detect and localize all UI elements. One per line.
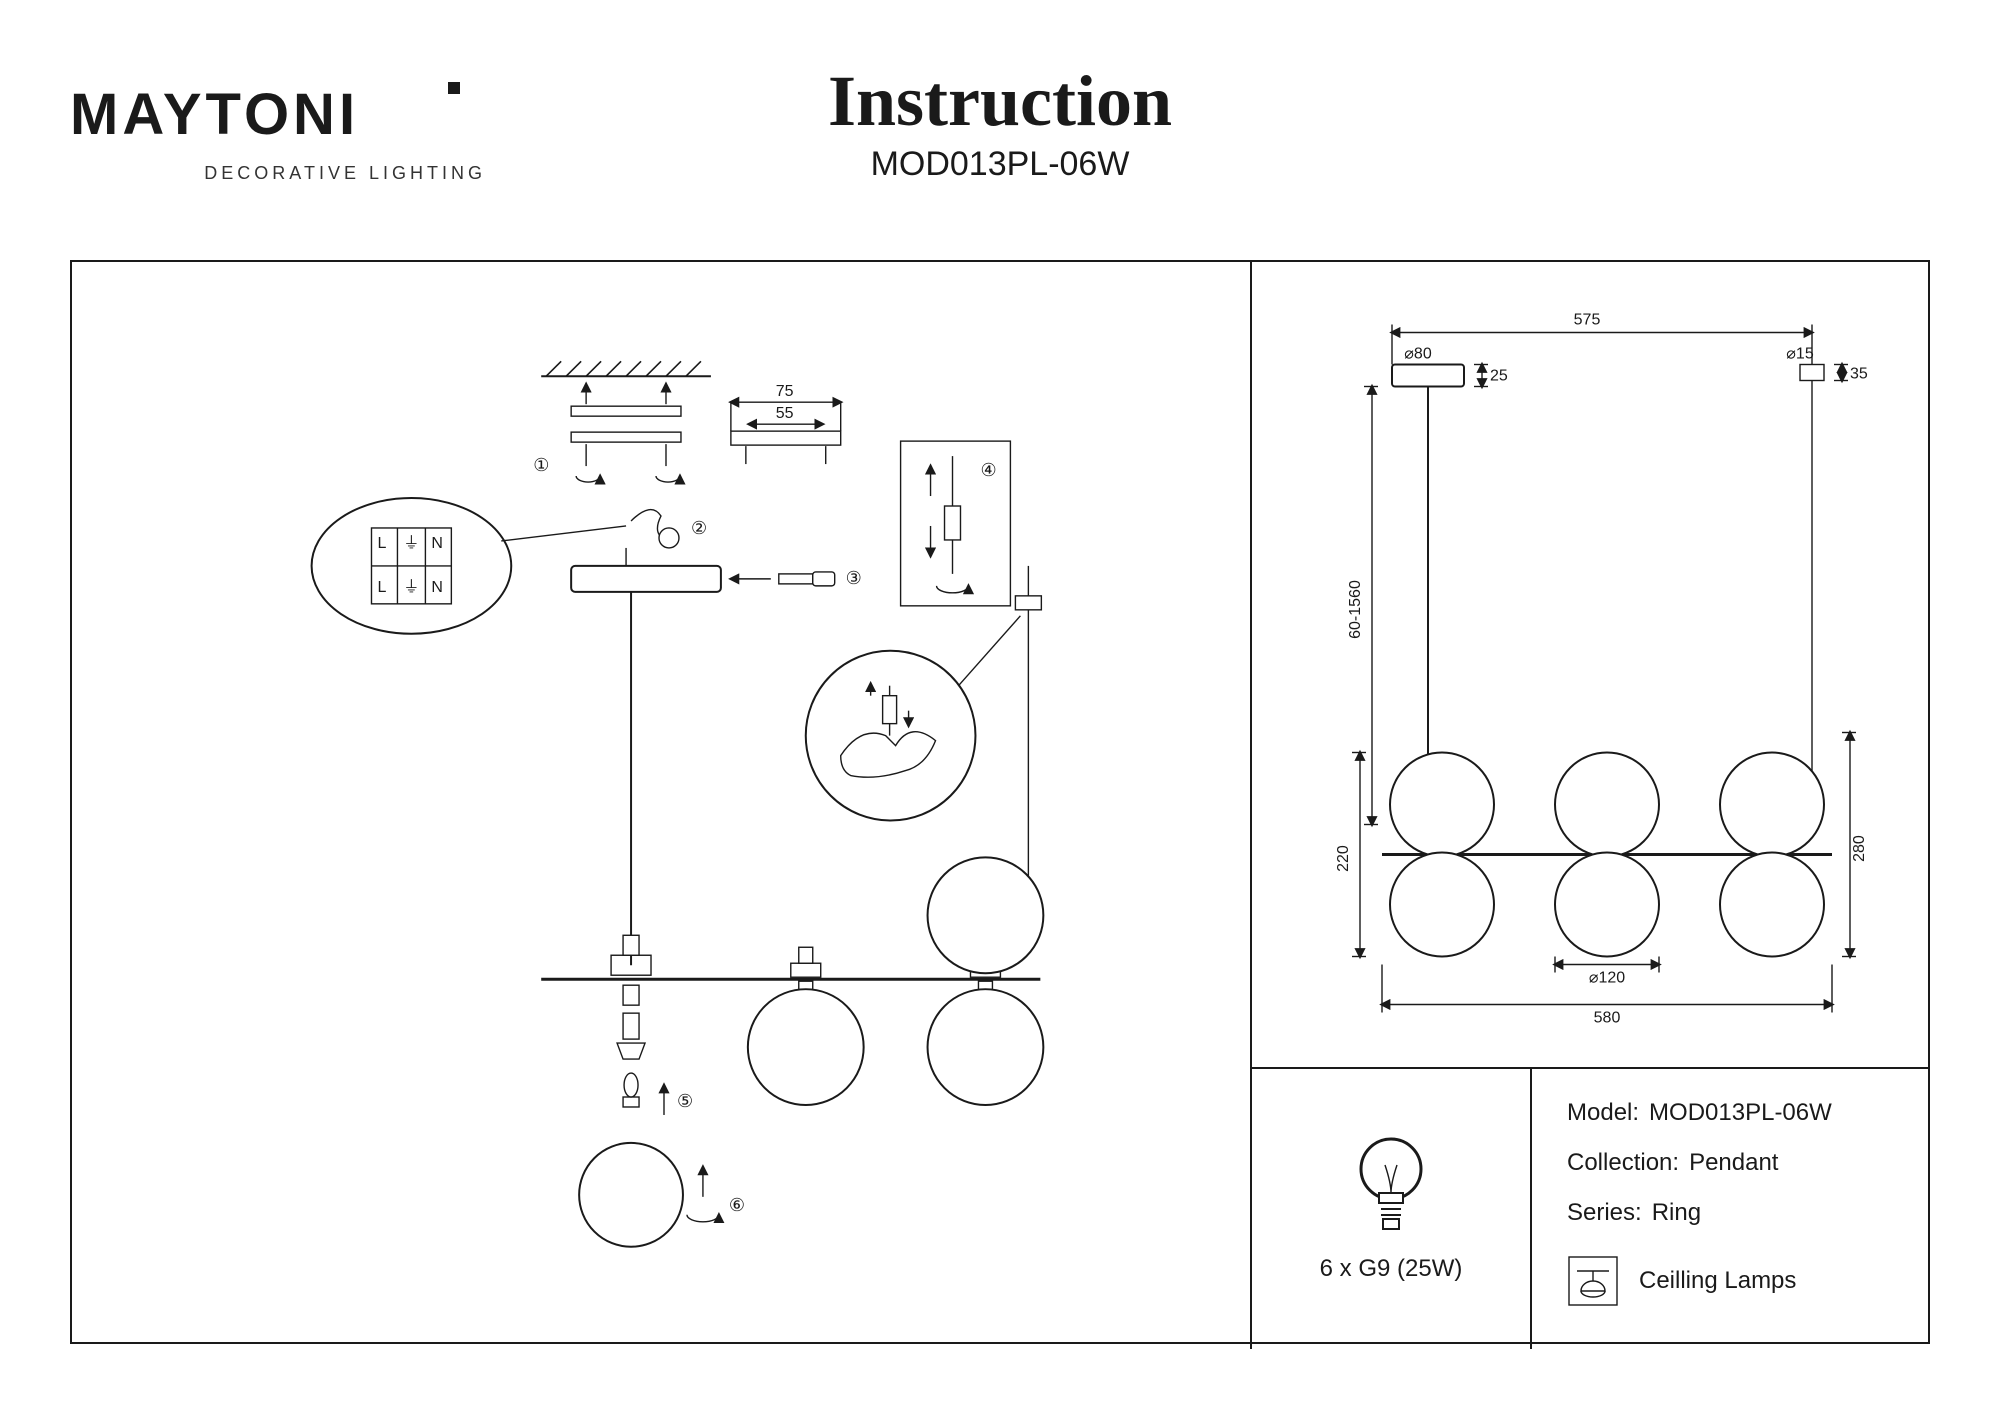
ceiling-hatch-icon: [541, 361, 711, 376]
term-G2: ⏚: [403, 578, 419, 596]
meta-collection-row: Collection: Pendant: [1567, 1149, 1893, 1177]
dim-globe-dia: ⌀120: [1589, 970, 1625, 987]
meta-model-row: Model: MOD013PL-06W: [1567, 1099, 1893, 1127]
globes: [1390, 753, 1824, 957]
term-L2: L: [377, 579, 386, 596]
dim-body-h: 220: [1335, 845, 1352, 872]
meta-series-row: Series: Ring: [1567, 1199, 1893, 1227]
meta-series-val: Ring: [1652, 1199, 1701, 1227]
doc-model: MOD013PL-06W: [490, 145, 1510, 184]
header: MAYTONI DECORATIVE LIGHTING Instruction …: [70, 60, 1930, 250]
screwdriver-icon: [779, 572, 835, 586]
step-6-label: ⑥: [729, 1195, 745, 1215]
dim-bar-width: 580: [1594, 1010, 1621, 1027]
step-3-label: ③: [846, 568, 862, 588]
brand-tagline: DECORATIVE LIGHTING: [70, 163, 490, 184]
dimensions-diagram: 575 ⌀80 25 ⌀15 35: [1252, 262, 1928, 1067]
bulb-spec: 6 x G9 (25W): [1320, 1255, 1463, 1283]
meta-category: Ceilling Lamps: [1639, 1267, 1796, 1295]
cable-lock-panel: ④: [901, 441, 1011, 606]
bulb-insert-icon: ⑤: [623, 1073, 693, 1115]
meta-model-key: Model:: [1567, 1099, 1639, 1127]
brand-wordmark: MAYTONI: [70, 80, 490, 150]
step-2-label: ②: [691, 518, 707, 538]
bulb-spec-block: 6 x G9 (25W): [1252, 1069, 1532, 1349]
logo-i-dot: [448, 82, 460, 94]
globe-icon: [928, 989, 1044, 1105]
dim-anchor-dia: ⌀15: [1786, 346, 1814, 363]
step-4-label: ④: [980, 460, 996, 480]
brand-logo: MAYTONI DECORATIVE LIGHTING: [70, 60, 490, 184]
dim-canopy-dia: ⌀80: [1404, 346, 1432, 363]
bracket-icon: [571, 384, 681, 482]
brand-name: MAYTONI: [70, 80, 490, 165]
dim-overall-h: 280: [1851, 835, 1868, 862]
bracket-dim-inner: 55: [776, 405, 794, 422]
step-5-label: ⑤: [677, 1091, 693, 1111]
dim-top-width: 575: [1574, 312, 1601, 329]
exploded-socket: [617, 1013, 645, 1059]
meta-category-row: Ceilling Lamps: [1567, 1255, 1893, 1307]
title-block: Instruction MOD013PL-06W: [490, 60, 1510, 184]
term-L1: L: [377, 535, 386, 552]
term-G1: ⏚: [403, 534, 419, 552]
brand-name-text: MAYTONI: [70, 82, 359, 147]
meta-series-key: Series:: [1567, 1199, 1642, 1227]
doc-title: Instruction: [490, 60, 1510, 143]
dim-anchor-h: 35: [1850, 366, 1868, 383]
assembly-panel: ① 55 75: [72, 262, 1252, 1349]
term-N1: N: [431, 535, 443, 552]
globe-icon: [748, 989, 864, 1105]
meta-panel: 6 x G9 (25W) Model: MOD013PL-06W Collect…: [1252, 1069, 1928, 1349]
dim-canopy-h: 25: [1490, 368, 1508, 385]
hand-callout: [806, 616, 1021, 821]
meta-model-val: MOD013PL-06W: [1649, 1099, 1832, 1127]
step-1-label: ①: [533, 455, 549, 475]
dimensions-panel: 575 ⌀80 25 ⌀15 35: [1252, 262, 1928, 1069]
bulb-icon: [1355, 1135, 1427, 1245]
bracket-dim-outer: 75: [776, 383, 794, 400]
canopy: [1392, 365, 1464, 387]
cable-anchor: [1800, 365, 1824, 381]
meta-collection-key: Collection:: [1567, 1149, 1679, 1177]
main-frame: ① 55 75: [70, 260, 1930, 1344]
ceiling-lamp-icon: [1567, 1255, 1619, 1307]
cable-anchor-icon: [1015, 566, 1041, 610]
assembly-diagram: ① 55 75: [72, 262, 1250, 1349]
term-N2: N: [431, 579, 443, 596]
globe-icon: [928, 857, 1044, 973]
canopy-icon: ② ③: [571, 510, 862, 592]
meta-info: Model: MOD013PL-06W Collection: Pendant …: [1532, 1069, 1928, 1349]
page: MAYTONI DECORATIVE LIGHTING Instruction …: [0, 0, 2000, 1414]
dim-drop-range: 60-1560: [1347, 580, 1364, 639]
globe-attach-icon: ⑥: [579, 1143, 745, 1247]
bracket-dimension-icon: 55 75: [731, 383, 841, 464]
meta-collection-val: Pendant: [1689, 1149, 1778, 1177]
